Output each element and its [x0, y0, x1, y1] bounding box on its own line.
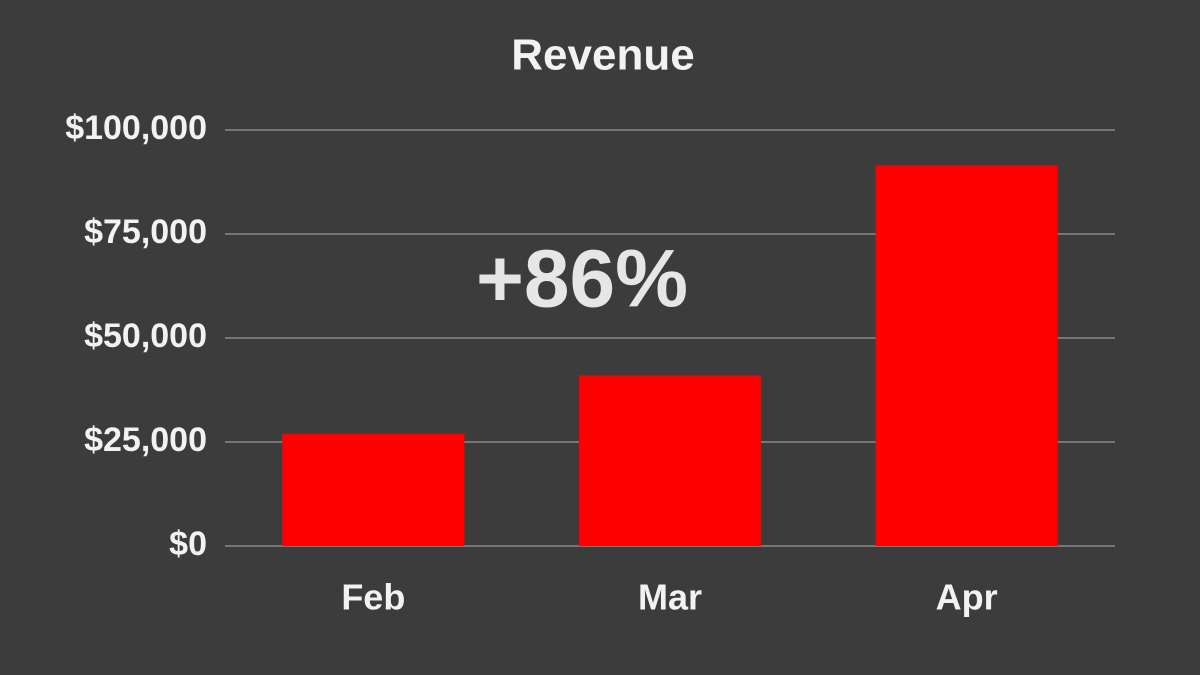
x-tick-label: Feb — [341, 577, 405, 618]
bar — [578, 375, 762, 546]
y-tick-label: $25,000 — [84, 421, 207, 459]
chart-title: Revenue — [511, 31, 694, 80]
y-tick-label: $75,000 — [84, 213, 207, 251]
y-tick-label: $50,000 — [84, 317, 207, 355]
bar — [875, 165, 1058, 547]
y-tick-label: $100,000 — [65, 109, 207, 147]
bar — [282, 433, 465, 546]
x-tick-label: Mar — [638, 577, 702, 618]
y-tick-label: $0 — [169, 525, 207, 563]
annotation: +86% — [476, 234, 688, 325]
x-tick-label: Apr — [936, 577, 998, 618]
